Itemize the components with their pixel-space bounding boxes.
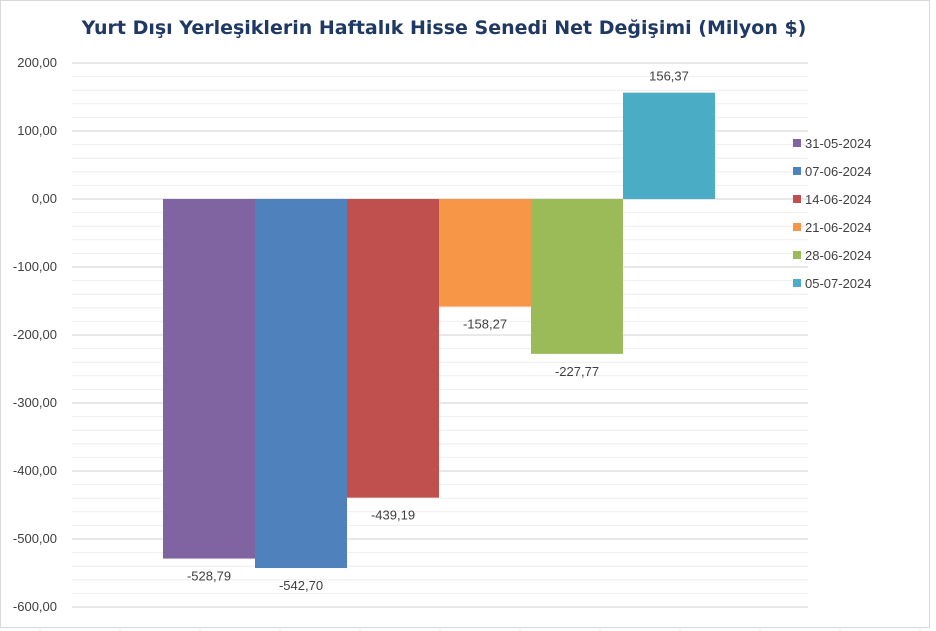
bar-07-06-2024[interactable] bbox=[255, 199, 347, 569]
gridlines bbox=[72, 62, 808, 608]
bar-05-07-2024[interactable] bbox=[623, 92, 715, 199]
data-labels: -528,79 -542,70 -439,19 -158,27 -227,77 156,3… bbox=[187, 69, 689, 593]
y-tick-label: -600,00 bbox=[13, 599, 57, 614]
legend-item[interactable]: 21-06-2024 bbox=[793, 213, 872, 241]
legend-label: 05-07-2024 bbox=[805, 275, 872, 291]
legend-item[interactable]: 31-05-2024 bbox=[793, 129, 872, 157]
y-tick-label: 100,00 bbox=[17, 123, 57, 138]
y-tick-label: -400,00 bbox=[13, 463, 57, 478]
bar-28-06-2024[interactable] bbox=[531, 199, 623, 354]
legend-item[interactable]: 05-07-2024 bbox=[793, 269, 872, 297]
bar-21-06-2024[interactable] bbox=[439, 199, 531, 307]
legend-swatch bbox=[793, 195, 801, 203]
y-tick-label: -200,00 bbox=[13, 327, 57, 342]
legend-label: 21-06-2024 bbox=[805, 219, 872, 235]
y-axis-tick-labels: 200,00 100,00 0,00 -100,00 -200,00 -300,00 -40… bbox=[13, 55, 57, 614]
legend-swatch bbox=[793, 139, 801, 147]
y-tick-label: 0,00 bbox=[32, 191, 57, 206]
legend[interactable]: 31-05-2024 07-06-2024 14-06-2024 21-06-2024… bbox=[793, 129, 872, 297]
data-label-21-06-2024: -158,27 bbox=[463, 317, 507, 332]
bar-14-06-2024[interactable] bbox=[347, 199, 439, 498]
legend-swatch bbox=[793, 167, 801, 175]
legend-label: 31-05-2024 bbox=[805, 135, 872, 151]
data-label-05-07-2024: 156,37 bbox=[649, 69, 689, 84]
data-label-07-06-2024: -542,70 bbox=[279, 578, 323, 593]
legend-swatch bbox=[793, 251, 801, 259]
legend-item[interactable]: 07-06-2024 bbox=[793, 157, 872, 185]
bars bbox=[163, 92, 715, 569]
data-label-14-06-2024: -439,19 bbox=[371, 508, 415, 523]
legend-label: 14-06-2024 bbox=[805, 191, 872, 207]
data-label-31-05-2024: -528,79 bbox=[187, 569, 231, 584]
legend-label: 28-06-2024 bbox=[805, 247, 872, 263]
y-tick-label: -500,00 bbox=[13, 531, 57, 546]
legend-item[interactable]: 14-06-2024 bbox=[793, 185, 872, 213]
legend-item[interactable]: 28-06-2024 bbox=[793, 241, 872, 269]
bar-31-05-2024[interactable] bbox=[163, 199, 255, 559]
y-tick-label: 200,00 bbox=[17, 55, 57, 70]
chart-title: Yurt Dışı Yerleşiklerin Haftalık Hisse S… bbox=[81, 17, 807, 39]
y-tick-label: -300,00 bbox=[13, 395, 57, 410]
legend-swatch bbox=[793, 279, 801, 287]
y-tick-label: -100,00 bbox=[13, 259, 57, 274]
data-label-28-06-2024: -227,77 bbox=[555, 364, 599, 379]
legend-swatch bbox=[793, 223, 801, 231]
legend-label: 07-06-2024 bbox=[805, 163, 872, 179]
